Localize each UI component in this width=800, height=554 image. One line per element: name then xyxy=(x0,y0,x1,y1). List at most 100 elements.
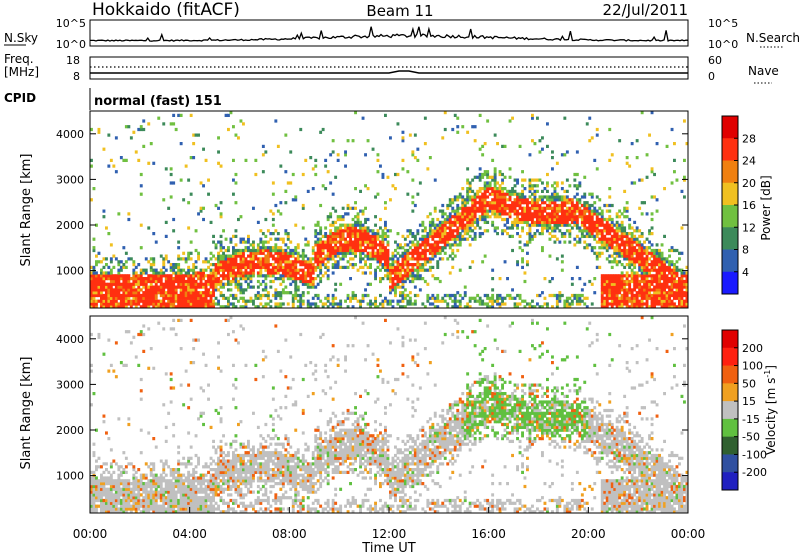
velocity-cell xyxy=(139,476,143,480)
velocity-cell xyxy=(117,465,121,469)
power-cell xyxy=(316,237,320,241)
power-cell xyxy=(418,257,422,261)
power-cell xyxy=(187,291,191,295)
power-cell xyxy=(558,240,562,244)
power-cell xyxy=(219,257,223,261)
power-cell xyxy=(324,234,328,239)
power-cell xyxy=(214,271,218,275)
power-cell xyxy=(650,277,654,281)
power-cell xyxy=(568,206,572,210)
power-cell xyxy=(660,305,664,309)
power-cell xyxy=(396,246,400,250)
power-cell xyxy=(516,305,519,309)
power-cell xyxy=(590,192,594,196)
power-cell xyxy=(456,229,460,233)
velocity-cell xyxy=(122,510,126,514)
power-cell xyxy=(516,223,519,227)
power-cell xyxy=(291,302,295,306)
power-cell xyxy=(266,302,270,306)
power-cell xyxy=(192,265,196,270)
power-cell xyxy=(456,217,460,222)
power-cell xyxy=(580,232,584,236)
power-cell xyxy=(486,172,490,177)
power-cell xyxy=(408,229,412,233)
power-cell xyxy=(232,271,235,275)
power-cell xyxy=(655,282,659,286)
power-cell xyxy=(129,302,133,306)
power-cell xyxy=(481,217,485,222)
power-cell xyxy=(349,240,352,244)
ytick-label: 2000 xyxy=(56,219,84,232)
power-cell xyxy=(521,260,524,264)
power-cell xyxy=(107,271,111,275)
power-cell xyxy=(177,246,181,250)
power-cell xyxy=(304,243,308,247)
power-cell xyxy=(351,206,355,210)
power-cell xyxy=(326,217,330,222)
power-cell xyxy=(615,212,619,216)
power-cell xyxy=(117,302,121,306)
power-cell xyxy=(361,223,365,227)
power-cell xyxy=(423,240,427,244)
power-cell xyxy=(413,251,417,255)
power-cell xyxy=(665,257,669,261)
power-cell xyxy=(643,296,646,300)
power-cell xyxy=(560,260,564,264)
power-cell xyxy=(134,265,138,270)
power-cell xyxy=(461,226,465,230)
power-cell xyxy=(177,274,181,278)
power-cell xyxy=(259,271,263,275)
power-cell xyxy=(374,274,377,278)
power-cell xyxy=(508,189,512,194)
power-cell xyxy=(192,274,196,278)
velocity-cell xyxy=(172,504,176,508)
power-cell xyxy=(610,203,614,208)
power-cell xyxy=(219,212,223,216)
power-cell xyxy=(334,265,338,270)
power-cell xyxy=(269,263,273,267)
power-cell xyxy=(431,248,435,253)
power-cell xyxy=(334,209,338,213)
power-cell xyxy=(521,189,524,194)
power-cell xyxy=(119,299,123,303)
power-cell xyxy=(286,302,290,306)
power-cell xyxy=(254,158,258,163)
power-cell xyxy=(436,240,440,244)
power-cell xyxy=(326,293,330,298)
velocity-cell xyxy=(147,504,151,508)
velocity-cell xyxy=(149,504,153,508)
power-cell xyxy=(314,240,318,244)
power-cell xyxy=(551,167,554,171)
power-cell xyxy=(354,254,357,258)
velocity-cell xyxy=(169,501,173,505)
power-cell xyxy=(531,198,534,202)
power-cell xyxy=(660,299,664,303)
power-cell xyxy=(399,243,402,247)
power-cell xyxy=(640,265,644,270)
power-cell xyxy=(653,274,656,278)
power-cell xyxy=(605,279,609,284)
power-cell xyxy=(309,279,313,284)
power-cell xyxy=(645,293,649,298)
power-cell xyxy=(600,215,604,219)
power-cell xyxy=(658,254,661,258)
power-cell xyxy=(127,212,131,216)
power-cell xyxy=(486,195,490,199)
power-cell xyxy=(179,277,183,281)
power-cell xyxy=(247,234,250,239)
power-cell xyxy=(630,240,634,244)
power-cell xyxy=(184,291,188,295)
power-cell xyxy=(202,147,205,151)
power-cell xyxy=(124,274,128,278)
power-cell xyxy=(249,248,253,253)
power-cell xyxy=(600,302,604,306)
velocity-cell xyxy=(162,470,166,475)
power-cell xyxy=(451,305,455,309)
power-cell xyxy=(374,268,377,272)
power-cell xyxy=(284,274,288,278)
power-cell xyxy=(521,212,524,216)
power-cell xyxy=(259,246,263,250)
power-cell xyxy=(610,246,614,250)
power-cell xyxy=(271,265,275,270)
power-cell xyxy=(222,229,225,233)
